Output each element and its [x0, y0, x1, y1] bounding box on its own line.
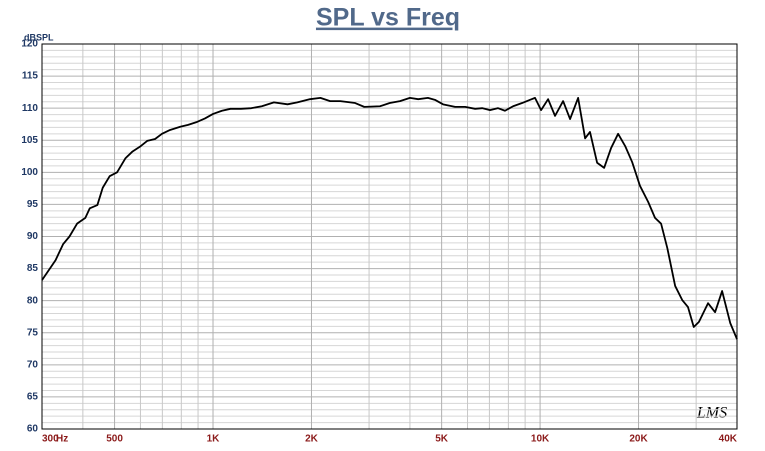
- x-tick-label: 10K: [531, 434, 550, 445]
- y-tick-label: 80: [27, 295, 39, 306]
- y-tick-label: 105: [21, 135, 38, 146]
- y-tick-label: 120: [21, 39, 38, 50]
- x-tick-label: 1K: [207, 434, 221, 445]
- y-tick-label: 100: [21, 167, 38, 178]
- x-tick-label: 2K: [305, 434, 319, 445]
- y-tick-label: 85: [27, 263, 39, 274]
- y-tick-label: 70: [27, 359, 39, 370]
- chart-title: SPL vs Freq: [316, 4, 460, 32]
- x-tick-label: 40K: [719, 434, 738, 445]
- watermark: LMS: [696, 405, 727, 422]
- x-tick-label: 500: [106, 434, 123, 445]
- y-tick-label: 115: [22, 71, 39, 82]
- y-tick-label: 90: [27, 231, 39, 242]
- y-tick-label: 60: [27, 424, 39, 435]
- spl-line: [41, 97, 738, 340]
- y-tick-label: 110: [22, 103, 39, 114]
- y-tick-label: 95: [27, 199, 39, 210]
- x-tick-label: 300: [42, 434, 59, 445]
- y-tick-label: 65: [27, 392, 39, 403]
- x-tick-label: 20K: [629, 434, 648, 445]
- y-tick-label: 75: [27, 327, 39, 338]
- x-tick-label: 5K: [435, 434, 449, 445]
- x-unit: Hz: [56, 434, 68, 445]
- y-axis-label: dBSPL: [24, 32, 54, 42]
- plot-border: [41, 43, 738, 430]
